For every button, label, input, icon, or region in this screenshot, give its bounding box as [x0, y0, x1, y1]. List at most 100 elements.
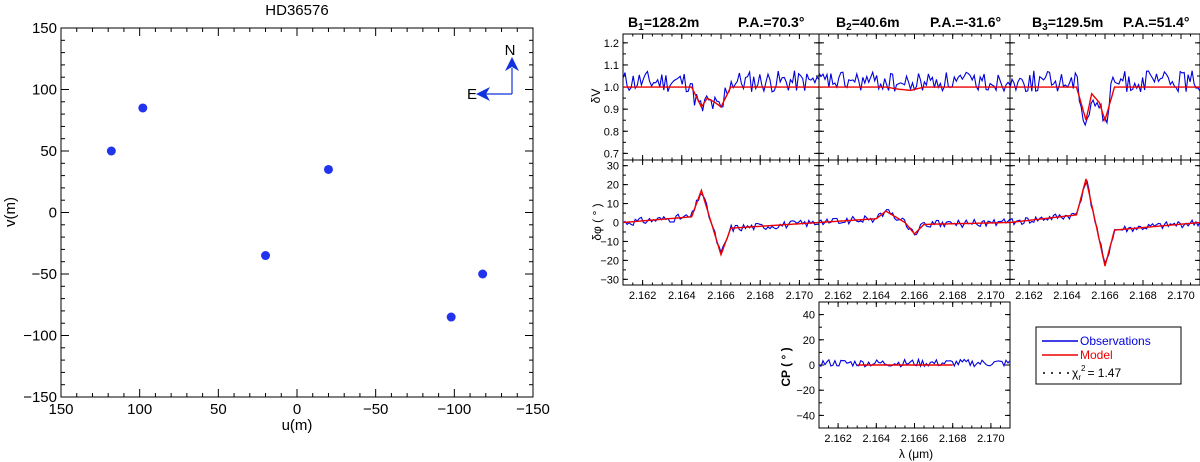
cp-axis-label: CP ( ° ) [779, 347, 793, 386]
x-tick-label: 2.162 [824, 433, 852, 445]
uv-y-tick-label: 150 [32, 20, 57, 37]
uv-y-tick-label: 50 [40, 143, 57, 160]
model-line [623, 86, 819, 109]
y-tick-label: 0.7 [604, 148, 619, 160]
observations-line [1009, 180, 1200, 265]
x-tick-label: 2.166 [901, 290, 929, 302]
y-tick-label: 30 [607, 161, 619, 173]
dv-panel-1: 0.7 0.8 0.9 1.0 1.1 1.2 [604, 33, 820, 161]
x-tick-label: 2.168 [746, 290, 774, 302]
observations-line [622, 192, 820, 254]
dv-panel-3-frame [1009, 33, 1200, 161]
observations-line [1009, 70, 1200, 127]
y-tick-label: 0 [613, 218, 619, 230]
dphi-panel-2: 2.162 2.164 2.166 2.168 2.170 [818, 159, 1011, 302]
uv-plot: HD36576 150 100 50 0 −50 −100 −150 150 100 50 0 −5… [2, 2, 550, 434]
x-tick-label: 2.164 [668, 290, 696, 302]
dv-panel-2-frame [818, 33, 1011, 161]
y-tick-label: −20 [600, 255, 619, 267]
dv-panel-1-frame [622, 33, 820, 161]
observations-line [818, 209, 1011, 236]
uv-x-tick-label: −50 [363, 401, 388, 418]
uv-point [323, 164, 333, 174]
legend-chi2: χr2 = 1.47 [1072, 364, 1121, 382]
y-tick-label: 0.8 [604, 126, 619, 138]
dphi-panel-1: −30 −20 −10 0 10 20 30 2.162 2.164 2.166 2.168 2.17… [600, 159, 820, 302]
x-tick-label: 2.166 [901, 433, 929, 445]
model-line [1010, 86, 1200, 123]
x-tick-label: 2.166 [707, 290, 735, 302]
compass: N E [467, 42, 519, 103]
uv-y-tick-label: −100 [23, 328, 57, 345]
uv-point [478, 269, 488, 279]
legend-observations-label: Observations [1080, 334, 1151, 348]
x-tick-label: 2.170 [977, 290, 1005, 302]
baseline-3-header: B3=129.5m [1032, 14, 1103, 33]
uv-x-tick-label: 50 [210, 401, 227, 418]
x-tick-label: 2.170 [1167, 290, 1195, 302]
baseline-3-pa: P.A.=51.4° [1123, 14, 1189, 30]
baseline-2-header: B2=40.6m [836, 14, 900, 33]
x-tick-label: 2.168 [939, 290, 967, 302]
x-tick-label: 2.162 [629, 290, 657, 302]
uv-points [106, 103, 488, 322]
uv-point [446, 312, 456, 322]
observations-line [818, 70, 1011, 93]
legend-chi-dots [1043, 372, 1069, 374]
baseline-1-pa: P.A.=70.3° [738, 14, 804, 30]
cp-panel: −40 −20 0 20 40 2.162 2.164 2.166 2.168 2.170 [796, 301, 1011, 445]
dv-panel-3 [1009, 33, 1200, 161]
y-tick-label: −20 [796, 385, 815, 397]
x-tick-label: 2.168 [939, 433, 967, 445]
uv-y-tick-label: −50 [32, 266, 57, 283]
uv-title: HD36576 [265, 2, 328, 19]
x-tick-label: 2.162 [1015, 290, 1043, 302]
x-tick-label: 2.164 [1053, 290, 1081, 302]
y-tick-label: 1.1 [604, 60, 619, 72]
y-tick-label: −10 [600, 236, 619, 248]
uv-y-label: v(m) [2, 197, 19, 227]
y-tick-label: −40 [796, 410, 815, 422]
uv-x-tick-label: 100 [127, 401, 152, 418]
uv-x-tick-label: 150 [48, 401, 73, 418]
uv-ticks [60, 27, 534, 398]
x-tick-label: 2.164 [863, 290, 891, 302]
uv-x-label: u(m) [282, 417, 313, 434]
compass-east: E [467, 86, 477, 103]
y-tick-label: 0 [809, 360, 815, 372]
uv-y-tick-label: −150 [23, 389, 57, 406]
x-tick-label: 2.166 [1091, 290, 1119, 302]
uv-y-tick-label: 100 [32, 82, 57, 99]
north-arrow-icon [505, 57, 519, 71]
y-tick-label: 1.0 [604, 82, 619, 94]
dv-panel-2 [818, 33, 1011, 161]
dv-axis-label: δV [589, 89, 603, 104]
x-tick-label: 2.162 [824, 290, 852, 302]
lambda-axis-label: λ (μm) [899, 447, 933, 461]
y-tick-label: 10 [607, 199, 619, 211]
model-line [819, 86, 1010, 92]
uv-x-tick-label: −150 [516, 401, 550, 418]
y-tick-label: 0.9 [604, 104, 619, 116]
baseline-1-header: B1=128.2m [628, 14, 699, 33]
uv-y-tick-label: 0 [49, 205, 57, 222]
x-tick-label: 2.168 [1129, 290, 1157, 302]
compass-north: N [505, 42, 516, 59]
y-tick-label: 20 [803, 335, 815, 347]
model-line [622, 188, 820, 257]
y-tick-label: 1.2 [604, 38, 619, 50]
uv-x-tick-label: −100 [437, 401, 471, 418]
baseline-2-pa: P.A.=-31.6° [930, 14, 1001, 30]
dphi-panel-3: 2.162 2.164 2.166 2.168 2.170 [1009, 159, 1200, 302]
legend-model-label: Model [1080, 348, 1113, 362]
y-tick-label: 20 [607, 180, 619, 192]
uv-frame [60, 27, 534, 398]
model-line [818, 210, 1010, 235]
x-tick-label: 2.170 [786, 290, 814, 302]
uv-x-tick-label: 0 [293, 401, 301, 418]
uv-point [261, 251, 271, 261]
uv-y-tick-labels: 150 100 50 0 −50 −100 −150 [23, 20, 57, 406]
east-arrow-icon [476, 87, 490, 101]
